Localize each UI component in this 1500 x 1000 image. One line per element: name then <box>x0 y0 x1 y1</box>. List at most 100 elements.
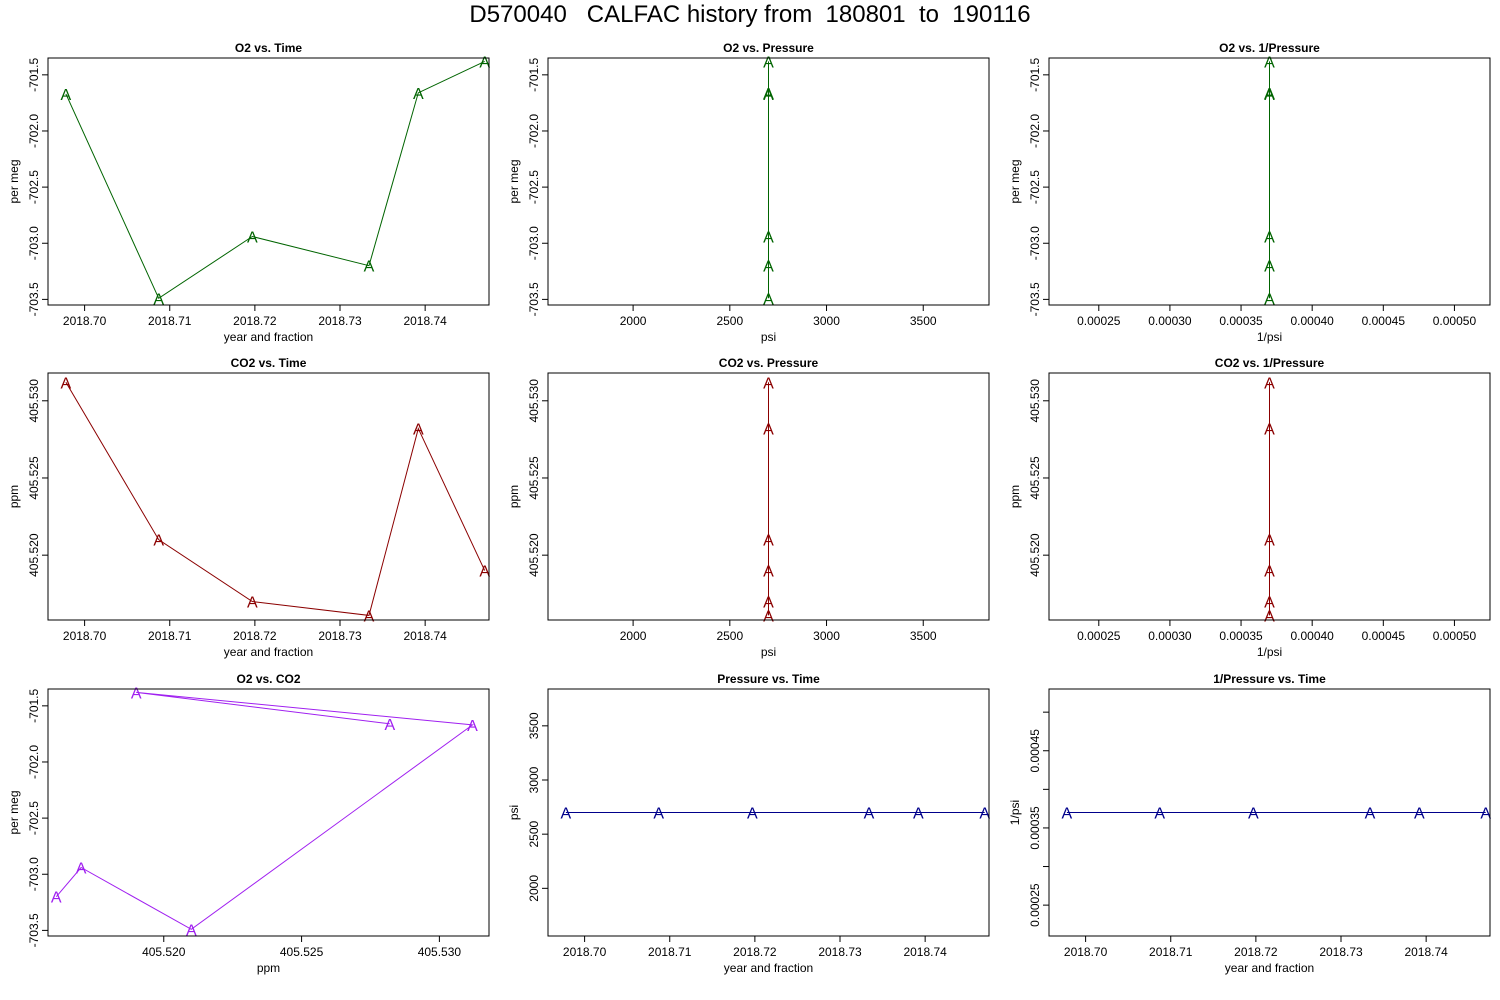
y-axis-label: ppm <box>7 485 21 508</box>
data-point: A <box>1264 375 1275 392</box>
data-point: A <box>1264 230 1275 247</box>
x-tick-label: 2018.73 <box>318 629 362 643</box>
data-point: A <box>76 861 87 878</box>
plot-frame <box>47 688 490 937</box>
y-tick-label: 405.525 <box>527 456 541 500</box>
data-point: A <box>763 375 774 392</box>
data-point: A <box>913 806 924 823</box>
y-tick-label: -703.0 <box>1028 226 1042 260</box>
data-point: A <box>561 806 572 823</box>
x-tick-label: 2018.73 <box>1319 945 1363 959</box>
x-tick-label: 2500 <box>716 314 743 328</box>
y-tick-label: -702.5 <box>1028 170 1042 204</box>
x-tick-label: 0.00025 <box>1077 629 1121 643</box>
plot-frame <box>1048 688 1491 937</box>
x-tick-label: 0.00050 <box>1433 629 1477 643</box>
x-axis-label: year and fraction <box>224 645 313 659</box>
x-tick-label: 2018.70 <box>1064 945 1108 959</box>
x-tick-label: 2018.71 <box>148 314 192 328</box>
y-axis-label: ppm <box>507 485 521 508</box>
y-tick-label: 2500 <box>527 820 541 847</box>
chart-panel-8: Pressure vs. Time A A A A A A 2018.70 2018.71 201… <box>507 672 990 975</box>
data-point: A <box>1480 806 1491 823</box>
data-point: A <box>763 54 774 71</box>
data-point: A <box>1264 608 1275 625</box>
x-tick-label: 2018.72 <box>1234 945 1278 959</box>
x-tick-label: 2018.72 <box>233 314 277 328</box>
y-tick-label: 0.00025 <box>1028 883 1042 927</box>
y-tick-label: 405.530 <box>527 379 541 423</box>
data-point: A <box>364 259 375 276</box>
data-point: A <box>467 718 478 735</box>
data-point: A <box>384 717 395 734</box>
data-point: A <box>747 806 758 823</box>
y-tick-label: -703.0 <box>527 226 541 260</box>
chart-title: CO2 vs. Time <box>231 356 307 370</box>
y-tick-label: -703.5 <box>1028 282 1042 316</box>
x-tick-label: 0.00040 <box>1290 314 1334 328</box>
y-tick-label: 405.525 <box>27 456 41 500</box>
y-tick-label: 3000 <box>527 766 541 793</box>
data-point: A <box>763 564 774 581</box>
data-point: A <box>864 806 875 823</box>
data-point: A <box>763 608 774 625</box>
data-point: A <box>1264 533 1275 550</box>
series-line <box>65 60 485 300</box>
x-tick-label: 2018.70 <box>63 314 107 328</box>
data-point: A <box>763 594 774 611</box>
x-tick-label: 3000 <box>813 629 840 643</box>
y-tick-label: -701.5 <box>27 58 41 92</box>
data-point: A <box>61 87 72 104</box>
y-tick-label: 405.530 <box>1028 379 1042 423</box>
x-tick-label: 2000 <box>620 629 647 643</box>
y-axis-label: per meg <box>507 159 521 203</box>
y-tick-label: -703.0 <box>27 226 41 260</box>
chart-panel-9: 1/Pressure vs. Time A A A A A A 2018.70 2018.71 2… <box>1008 672 1491 975</box>
x-tick-label: 0.00040 <box>1290 629 1334 643</box>
data-point: A <box>1264 564 1275 581</box>
y-tick-label: -702.5 <box>27 170 41 204</box>
data-point: A <box>61 375 72 392</box>
data-point: A <box>1264 87 1275 104</box>
x-tick-label: 0.00045 <box>1362 314 1406 328</box>
y-tick-label: -703.0 <box>27 857 41 891</box>
x-tick-label: 2018.72 <box>733 945 777 959</box>
x-tick-label: 2018.70 <box>63 629 107 643</box>
y-tick-label: -703.5 <box>27 282 41 316</box>
data-point: A <box>1062 806 1073 823</box>
data-point: A <box>1264 86 1275 103</box>
x-tick-label: 2018.72 <box>233 629 277 643</box>
data-point: A <box>653 806 664 823</box>
data-point: A <box>979 806 990 823</box>
data-point: A <box>1414 806 1425 823</box>
x-tick-label: 0.00035 <box>1219 314 1263 328</box>
x-axis-label: year and fraction <box>1225 961 1314 975</box>
y-tick-label: 2000 <box>527 875 541 902</box>
page-title: D570040 CALFAC history from 180801 to 19… <box>469 1 1031 28</box>
x-tick-label: 2018.74 <box>403 314 447 328</box>
data-point: A <box>763 87 774 104</box>
x-tick-label: 2018.74 <box>403 629 447 643</box>
chart-title: O2 vs. Time <box>235 41 302 55</box>
data-point: A <box>763 422 774 439</box>
x-axis-label: 1/psi <box>1257 645 1282 659</box>
data-point: A <box>763 259 774 276</box>
plot-frame <box>1048 57 1491 306</box>
y-tick-label: -701.5 <box>1028 58 1042 92</box>
y-tick-label: -701.5 <box>27 689 41 723</box>
y-tick-label: 405.520 <box>27 533 41 577</box>
y-tick-label: -702.0 <box>27 114 41 148</box>
data-point: A <box>364 608 375 625</box>
x-tick-label: 3500 <box>910 314 937 328</box>
x-tick-label: 0.00045 <box>1362 629 1406 643</box>
data-point: A <box>479 564 490 581</box>
x-tick-label: 2500 <box>716 629 743 643</box>
x-tick-label: 2018.71 <box>1149 945 1193 959</box>
data-point: A <box>1264 291 1275 308</box>
data-point: A <box>153 291 164 308</box>
series-line <box>55 691 474 930</box>
y-tick-label: -702.5 <box>27 801 41 835</box>
